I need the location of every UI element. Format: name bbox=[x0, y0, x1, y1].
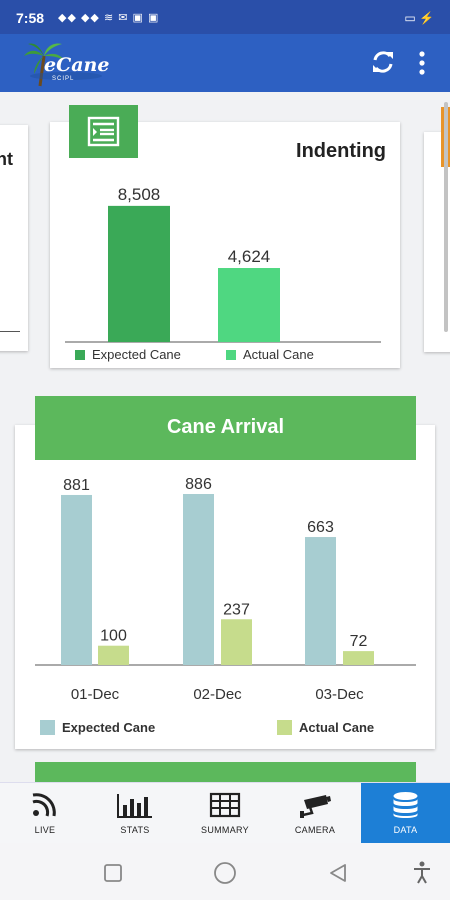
arrival-bar-expected bbox=[305, 537, 336, 665]
legend-swatch-expected bbox=[75, 350, 85, 360]
charts-layer: 8,508 4,624 881 100 01-Dec 886 237 02-Dec 663 72 0… bbox=[35, 185, 416, 703]
indent-legend-expected: Expected Cane bbox=[75, 347, 181, 362]
ecane-logo-icon bbox=[24, 43, 102, 87]
scrollbar[interactable] bbox=[444, 102, 448, 332]
legend-swatch-actual bbox=[226, 350, 236, 360]
arrival-tick-label: 03-Dec bbox=[315, 686, 364, 703]
arrival-bar-expected bbox=[183, 494, 214, 665]
nav-stats[interactable]: STATS bbox=[90, 783, 180, 844]
legend-swatch-actual bbox=[277, 720, 292, 735]
arrival-legend-actual: Actual Cane bbox=[277, 720, 374, 735]
status-bar: 7:58 ◆◆ ◆◆ ≋ ✉ ▣ ▣ ▭ ⚡ bbox=[0, 0, 450, 34]
legend-swatch-expected bbox=[40, 720, 55, 735]
arrival-tick-label: 01-Dec bbox=[71, 686, 120, 703]
recent-apps-icon[interactable] bbox=[104, 864, 122, 882]
arrival-data-label: 72 bbox=[350, 633, 368, 650]
table-grid-icon bbox=[209, 792, 241, 818]
nav-data[interactable]: DATA bbox=[361, 783, 450, 844]
legend-label-actual: Actual Cane bbox=[299, 720, 375, 735]
legend-label-expected: Expected Cane bbox=[92, 347, 181, 362]
partial-card-left[interactable]: nt bbox=[0, 125, 28, 351]
refresh-icon[interactable] bbox=[370, 49, 396, 75]
nav-summary[interactable]: SUMMARY bbox=[180, 783, 270, 844]
arrival-bar-expected bbox=[61, 494, 92, 665]
arrival-bar-actual bbox=[221, 619, 252, 665]
security-camera-icon bbox=[300, 795, 331, 818]
arrival-bar-actual bbox=[98, 645, 129, 665]
logo-text: eCane bbox=[44, 54, 110, 76]
status-time: 7:58 bbox=[16, 10, 45, 26]
indent-data-label: 4,624 bbox=[228, 247, 271, 266]
indent-bar-expected bbox=[108, 205, 170, 342]
arrival-tick-label: 02-Dec bbox=[193, 686, 242, 703]
more-vertical-icon[interactable] bbox=[413, 49, 431, 77]
bottom-nav: LIVE STATS SUMMARY CAMERA bbox=[0, 782, 450, 844]
battery-icon: ▭ ⚡ bbox=[404, 11, 434, 25]
indent-icon-tile bbox=[69, 105, 138, 158]
cane-arrival-title: Cane Arrival bbox=[166, 416, 285, 438]
legend-label-expected: Expected Cane bbox=[62, 720, 156, 735]
nav-label-summary: SUMMARY bbox=[201, 825, 249, 835]
next-card-header bbox=[35, 762, 416, 782]
arrival-data-label: 237 bbox=[223, 601, 250, 618]
status-icons: ◆◆ ◆◆ ≋ ✉ ▣ ▣ bbox=[58, 12, 160, 24]
logo-subtext: SCIPL bbox=[52, 76, 75, 82]
app-bar: eCane SCIPL bbox=[0, 34, 450, 92]
nav-label-data: DATA bbox=[393, 825, 418, 835]
nav-label-stats: STATS bbox=[120, 825, 150, 835]
arrival-data-label: 100 bbox=[100, 628, 127, 645]
indent-legend-actual: Actual Cane bbox=[226, 347, 314, 362]
indenting-title: Indenting bbox=[296, 140, 386, 162]
dashboard-content[interactable]: nt Indenting Cane Arrival 8,508 4,624 881 1… bbox=[0, 92, 450, 782]
legend-label-actual: Actual Cane bbox=[243, 347, 314, 362]
indent-bar-actual bbox=[218, 268, 280, 342]
database-icon bbox=[393, 792, 418, 818]
back-icon[interactable] bbox=[330, 864, 346, 882]
partial-card-axis bbox=[0, 331, 20, 332]
system-nav-bar bbox=[0, 843, 450, 900]
accessibility-icon[interactable] bbox=[414, 861, 430, 884]
home-icon[interactable] bbox=[214, 862, 236, 884]
nav-live[interactable]: LIVE bbox=[0, 783, 90, 844]
rss-feed-icon bbox=[32, 793, 56, 817]
nav-camera[interactable]: CAMERA bbox=[270, 783, 360, 844]
arrival-bar-actual bbox=[343, 651, 374, 665]
arrival-legend-expected: Expected Cane bbox=[40, 720, 155, 735]
indent-list-icon bbox=[87, 116, 120, 147]
arrival-data-label: 663 bbox=[307, 519, 334, 536]
cane-arrival-header bbox=[35, 396, 416, 460]
system-nav-icons bbox=[104, 861, 430, 884]
arrival-data-label: 886 bbox=[185, 476, 212, 493]
arrival-data-label: 881 bbox=[63, 477, 90, 494]
nav-label-camera: CAMERA bbox=[294, 825, 336, 835]
bar-chart-icon bbox=[117, 794, 152, 818]
partial-card-title: nt bbox=[0, 149, 13, 169]
nav-label-live: LIVE bbox=[34, 825, 56, 835]
indent-data-label: 8,508 bbox=[118, 185, 161, 204]
